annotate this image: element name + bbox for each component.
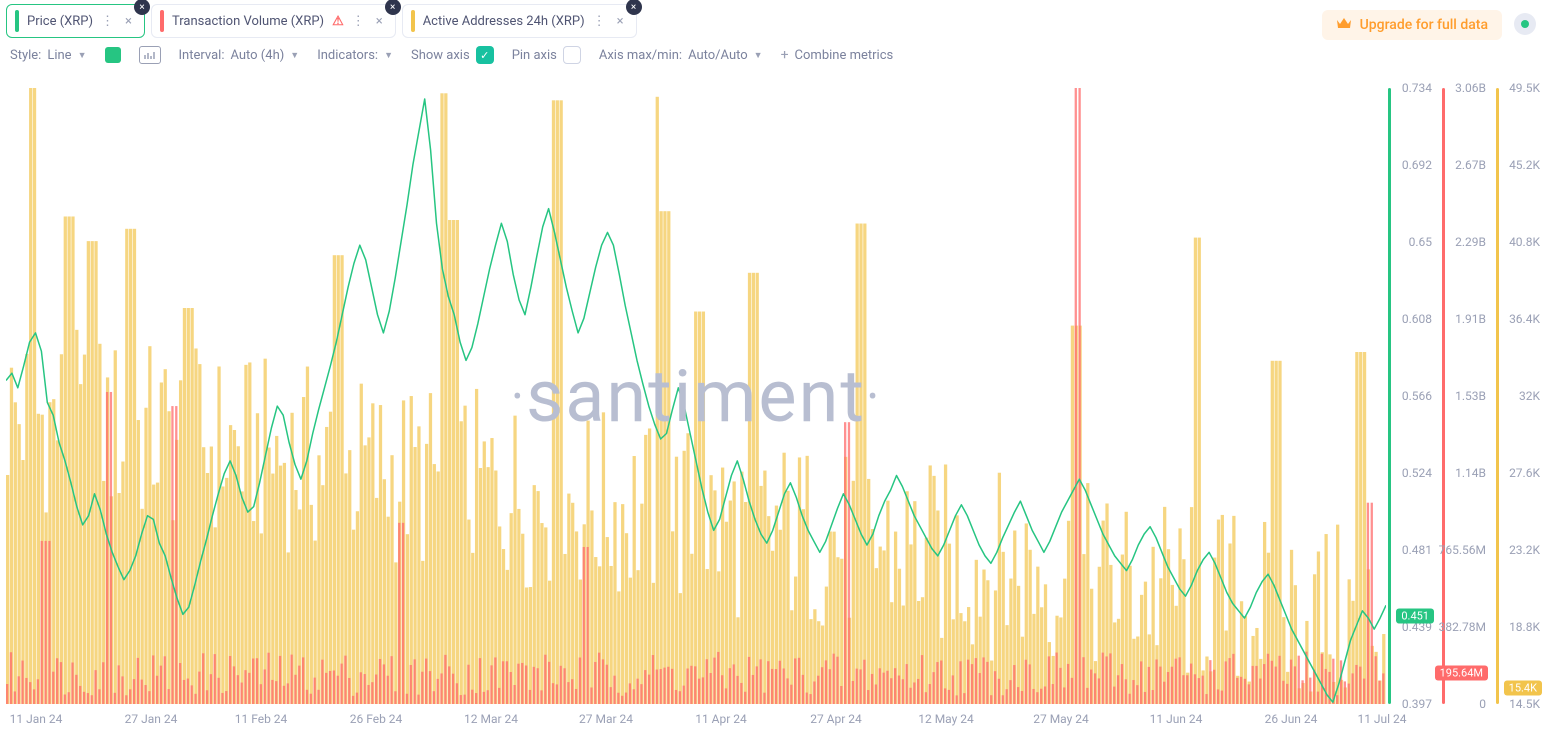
chart-canvas (6, 88, 1386, 704)
current-value-badge: 195.64M (1435, 666, 1488, 681)
show-axis-toggle[interactable]: Show axis ✓ (411, 46, 494, 64)
y-tick-label: 0.692 (1402, 158, 1432, 172)
interval-picker[interactable]: Interval: Auto (4h) ▼ (179, 48, 300, 63)
axis-maxmin-picker[interactable]: Axis max/min: Auto/Auto ▼ (599, 48, 763, 63)
chevron-down-icon: ▼ (290, 50, 299, 61)
y-tick-label: 0.65 (1409, 235, 1432, 249)
y-tick-label: 18.8K (1509, 620, 1540, 634)
y-tick-label: 0.524 (1402, 466, 1432, 480)
x-tick-label: 11 Apr 24 (695, 712, 747, 726)
crown-icon (1336, 16, 1352, 34)
y-tick-label: 40.8K (1509, 235, 1540, 249)
tab-close-inner[interactable]: × (615, 14, 626, 29)
y-tick-label: 14.5K (1509, 697, 1540, 711)
metric-tabs: Price (XRP) ⋮ × × Transaction Volume (XR… (0, 0, 1546, 46)
y-tick-label: 1.91B (1455, 312, 1486, 326)
tab-close-icon[interactable]: × (626, 0, 642, 15)
y-tick-label: 45.2K (1509, 158, 1540, 172)
y-tick-label: 2.67B (1455, 158, 1486, 172)
chart-area[interactable]: •santiment• 11 Jan 2427 Jan 2411 Feb 242… (6, 88, 1546, 746)
x-tick-label: 11 Jan 24 (10, 712, 63, 726)
y-tick-label: 765.56M (1439, 543, 1486, 557)
tab-label: Active Addresses 24h (XRP) (423, 14, 585, 29)
tab-accent (160, 10, 164, 32)
y-tick-label: 23.2K (1509, 543, 1540, 557)
interval-value: Auto (4h) (230, 48, 284, 63)
tab-close-inner[interactable]: × (123, 14, 134, 29)
x-tick-label: 12 Mar 24 (464, 712, 518, 726)
chevron-down-icon: ▼ (384, 50, 393, 61)
metric-tab[interactable]: Transaction Volume (XRP) ⚠ ⋮ × × (151, 4, 396, 38)
y-tick-label: 0.734 (1402, 81, 1432, 95)
y-tick-label: 36.4K (1509, 312, 1540, 326)
warning-icon: ⚠ (332, 14, 344, 29)
current-value-badge: 15.4K (1504, 681, 1542, 696)
tab-accent (15, 10, 19, 32)
tab-label: Price (XRP) (27, 14, 93, 29)
y-tick-label: 0 (1479, 697, 1486, 711)
style-value: Line (47, 48, 71, 63)
upgrade-button[interactable]: Upgrade for full data (1322, 10, 1502, 40)
tab-close-icon[interactable]: × (134, 0, 150, 15)
tab-menu-icon[interactable]: ⋮ (101, 14, 115, 29)
plus-icon: + (781, 47, 789, 63)
y-tick-label: 32K (1519, 389, 1540, 403)
chart-layout-icon[interactable] (139, 46, 161, 64)
y-tick-label: 0.397 (1402, 697, 1432, 711)
y-tick-label: 1.53B (1455, 389, 1486, 403)
x-tick-label: 26 Jun 24 (1265, 712, 1318, 726)
y-axis-addresses: 49.5K45.2K40.8K36.4K32K27.6K23.2K18.8K14… (1494, 88, 1544, 704)
style-label: Style: (10, 48, 41, 63)
y-tick-label: 1.14B (1455, 466, 1486, 480)
combine-metrics-button[interactable]: + Combine metrics (781, 47, 894, 63)
chevron-down-icon: ▼ (754, 50, 763, 61)
y-axis-volume: 3.06B2.67B2.29B1.91B1.53B1.14B765.56M382… (1440, 88, 1490, 704)
chart-toolbar: Style: Line ▼ Interval: Auto (4h) ▼ Indi… (0, 46, 1546, 70)
x-tick-label: 27 May 24 (1033, 712, 1089, 726)
show-axis-label: Show axis (411, 48, 470, 63)
tab-accent (411, 10, 415, 32)
y-tick-label: 2.29B (1455, 235, 1486, 249)
metric-tab[interactable]: Active Addresses 24h (XRP) ⋮ × × (402, 4, 637, 38)
current-value-badge: 0.451 (1396, 609, 1434, 624)
y-tick-label: 0.608 (1402, 312, 1432, 326)
x-tick-label: 11 Jul 24 (1357, 712, 1406, 726)
metric-tab[interactable]: Price (XRP) ⋮ × × (6, 4, 145, 38)
y-axis-price: 0.7340.6920.650.6080.5660.5240.4810.4390… (1386, 88, 1436, 704)
y-tick-label: 382.78M (1439, 620, 1486, 634)
checkbox-checked-icon: ✓ (476, 46, 494, 64)
combine-label: Combine metrics (795, 48, 894, 63)
pin-axis-toggle[interactable]: Pin axis (512, 46, 581, 64)
color-swatch[interactable] (105, 47, 121, 63)
x-tick-label: 27 Mar 24 (579, 712, 633, 726)
chevron-down-icon: ▼ (78, 50, 87, 61)
axis-maxmin-label: Axis max/min: (599, 48, 682, 63)
pin-axis-label: Pin axis (512, 48, 557, 63)
y-tick-label: 3.06B (1455, 81, 1486, 95)
y-tick-label: 27.6K (1509, 466, 1540, 480)
axis-maxmin-value: Auto/Auto (688, 48, 748, 63)
x-tick-label: 12 May 24 (918, 712, 974, 726)
interval-label: Interval: (179, 48, 225, 63)
tab-close-icon[interactable]: × (385, 0, 401, 15)
style-picker[interactable]: Style: Line ▼ (10, 48, 87, 63)
x-tick-label: 11 Feb 24 (235, 712, 288, 726)
tab-menu-icon[interactable]: ⋮ (352, 14, 366, 29)
status-indicator[interactable] (1514, 13, 1536, 35)
checkbox-empty-icon (563, 46, 581, 64)
x-tick-label: 27 Jan 24 (125, 712, 178, 726)
upgrade-label: Upgrade for full data (1360, 17, 1488, 33)
tab-menu-icon[interactable]: ⋮ (593, 14, 607, 29)
indicators-label: Indicators: (317, 48, 378, 63)
x-tick-label: 11 Jun 24 (1150, 712, 1203, 726)
tab-label: Transaction Volume (XRP) (172, 14, 324, 29)
x-tick-label: 26 Feb 24 (350, 712, 403, 726)
tab-close-inner[interactable]: × (374, 14, 385, 29)
y-tick-label: 0.566 (1402, 389, 1432, 403)
x-tick-label: 27 Apr 24 (810, 712, 862, 726)
indicators-picker[interactable]: Indicators: ▼ (317, 48, 393, 63)
y-tick-label: 49.5K (1509, 81, 1540, 95)
y-tick-label: 0.481 (1402, 543, 1432, 557)
